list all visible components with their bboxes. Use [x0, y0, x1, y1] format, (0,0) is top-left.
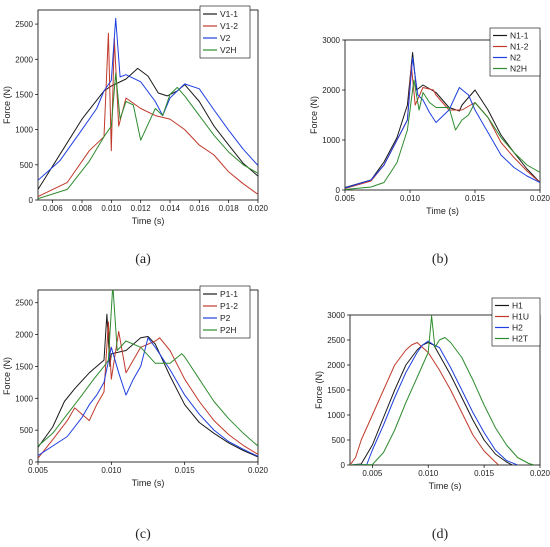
legend-label: N1-2 [510, 42, 529, 52]
legend-box [199, 5, 251, 59]
series-line-v2 [38, 17, 258, 181]
y-tick-label: 3000 [322, 36, 340, 45]
y-tick-label: 1000 [15, 126, 33, 135]
legend-box [199, 285, 251, 339]
y-tick-label: 2000 [15, 55, 33, 64]
y-tick-label: 2500 [15, 20, 33, 29]
series-line-n2h [345, 79, 540, 190]
y-tick-label: 1500 [15, 90, 33, 99]
y-tick-label: 1000 [15, 394, 33, 403]
y-tick-label: 2500 [327, 336, 345, 345]
y-tick-label: 1000 [327, 411, 345, 420]
y-tick-label: 500 [20, 161, 34, 170]
y-tick-label: 1500 [15, 362, 33, 371]
y-axis-label: Force (N) [314, 371, 324, 409]
panel-label-d: (d) [432, 527, 449, 542]
x-axis-label: Time (s) [132, 216, 165, 226]
y-tick-label: 500 [332, 436, 346, 445]
panel-d: 0.005 0.010 0.015 0.020 0 500 1000 1500 2000 2500… [314, 297, 550, 491]
legend-label: P1-1 [220, 289, 238, 299]
series-line-p1-2 [38, 321, 258, 459]
x-tick-label: 0.020 [530, 469, 550, 478]
series-line-n2 [345, 57, 540, 189]
y-tick-label: 0 [29, 196, 34, 205]
panel-label-a: (a) [135, 252, 151, 267]
legend-label: H1U [512, 312, 529, 322]
legend-label: H1 [512, 301, 523, 311]
y-tick-label: 2000 [327, 361, 345, 370]
panel-label-b: (b) [432, 252, 449, 267]
y-tick-label: 0 [336, 186, 341, 195]
legend-label: N2H [510, 64, 527, 74]
series-line-h1 [350, 342, 513, 465]
y-axis-label: Force (N) [2, 86, 12, 124]
panel-label-c: (c) [135, 527, 151, 542]
series-line-h2 [350, 340, 518, 465]
y-axis-label: Force (N) [2, 357, 12, 395]
x-tick-label: 0.020 [248, 466, 269, 475]
series-line-v1-1 [38, 67, 258, 190]
x-tick-label: 0.012 [131, 204, 152, 213]
series-line-h1u [350, 342, 499, 465]
x-tick-label: 0.020 [530, 194, 550, 203]
x-tick-label: 0.015 [175, 466, 196, 475]
legend-label: V1-2 [220, 21, 238, 31]
legend-label: V2H [220, 45, 237, 55]
x-tick-label: 0.010 [101, 204, 122, 213]
x-axis-label: Time (s) [426, 206, 459, 216]
y-tick-label: 3000 [327, 311, 345, 320]
series-line-v1-2 [38, 32, 258, 197]
series-line-v2h [38, 72, 258, 200]
y-tick-label: 1500 [327, 386, 345, 395]
x-tick-label: 0.020 [248, 204, 269, 213]
x-tick-label: 0.015 [474, 469, 495, 478]
series-line-p2h [38, 290, 258, 447]
legend-label: H2T [512, 334, 528, 344]
x-tick-label: 0.005 [335, 194, 356, 203]
x-tick-label: 0.005 [28, 466, 49, 475]
series-line-p2 [38, 337, 258, 457]
legend-label: P2H [220, 325, 237, 335]
plot-frame [37, 9, 259, 201]
legend-label: N2 [510, 53, 521, 63]
x-tick-label: 0.005 [362, 469, 383, 478]
legend-label: N1-1 [510, 31, 529, 41]
x-axis-label: Time (s) [132, 478, 165, 488]
y-tick-label: 2000 [15, 331, 33, 340]
legend-label: P1-2 [220, 301, 238, 311]
x-tick-label: 0.010 [418, 469, 439, 478]
x-axis-label: Time (s) [429, 481, 462, 491]
x-tick-label: 0.018 [219, 204, 240, 213]
x-tick-label: 0.016 [189, 204, 210, 213]
y-axis-label: Force (N) [309, 96, 319, 134]
y-tick-label: 2000 [322, 86, 340, 95]
y-tick-label: 0 [341, 461, 346, 470]
x-tick-label: 0.015 [465, 194, 486, 203]
x-tick-label: 0.010 [400, 194, 421, 203]
legend-label: V2 [220, 33, 231, 43]
legend-label: P2 [220, 313, 231, 323]
x-tick-label: 0.014 [160, 204, 181, 213]
y-tick-label: 1000 [322, 136, 340, 145]
x-tick-label: 0.006 [43, 204, 64, 213]
legend-label: H2 [512, 323, 523, 333]
y-tick-label: 500 [20, 426, 34, 435]
panel-b: 0.005 0.010 0.015 0.020 0 1000 2000 3000 Time (s… [309, 27, 550, 216]
legend-label: V1-1 [220, 9, 238, 19]
panel-a: 0.006 0.008 0.010 0.012 0.014 0.016 0.018 0.020… [2, 5, 269, 226]
x-tick-label: 0.010 [101, 466, 122, 475]
series-line-n1-1 [345, 52, 540, 188]
plot-frame [344, 39, 541, 191]
series-line-h2t [350, 315, 535, 465]
y-tick-label: 0 [29, 458, 34, 467]
plot-frame [37, 289, 259, 463]
y-tick-label: 2500 [15, 299, 33, 308]
panel-c: 0.005 0.010 0.015 0.020 0 500 1000 1500 2000 2500… [2, 285, 269, 488]
x-tick-label: 0.008 [72, 204, 93, 213]
series-line-n1-2 [345, 64, 540, 189]
